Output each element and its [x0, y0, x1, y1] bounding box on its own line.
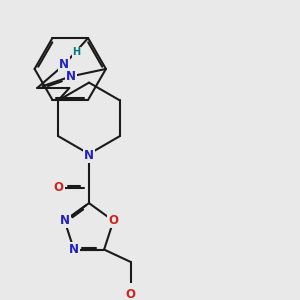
- Text: N: N: [59, 58, 69, 71]
- Text: O: O: [108, 214, 118, 227]
- Text: H: H: [72, 47, 80, 57]
- Text: O: O: [54, 181, 64, 194]
- Text: N: N: [66, 70, 76, 83]
- Text: N: N: [84, 149, 94, 162]
- Text: O: O: [126, 288, 136, 300]
- Text: N: N: [60, 214, 70, 227]
- Text: N: N: [69, 243, 79, 256]
